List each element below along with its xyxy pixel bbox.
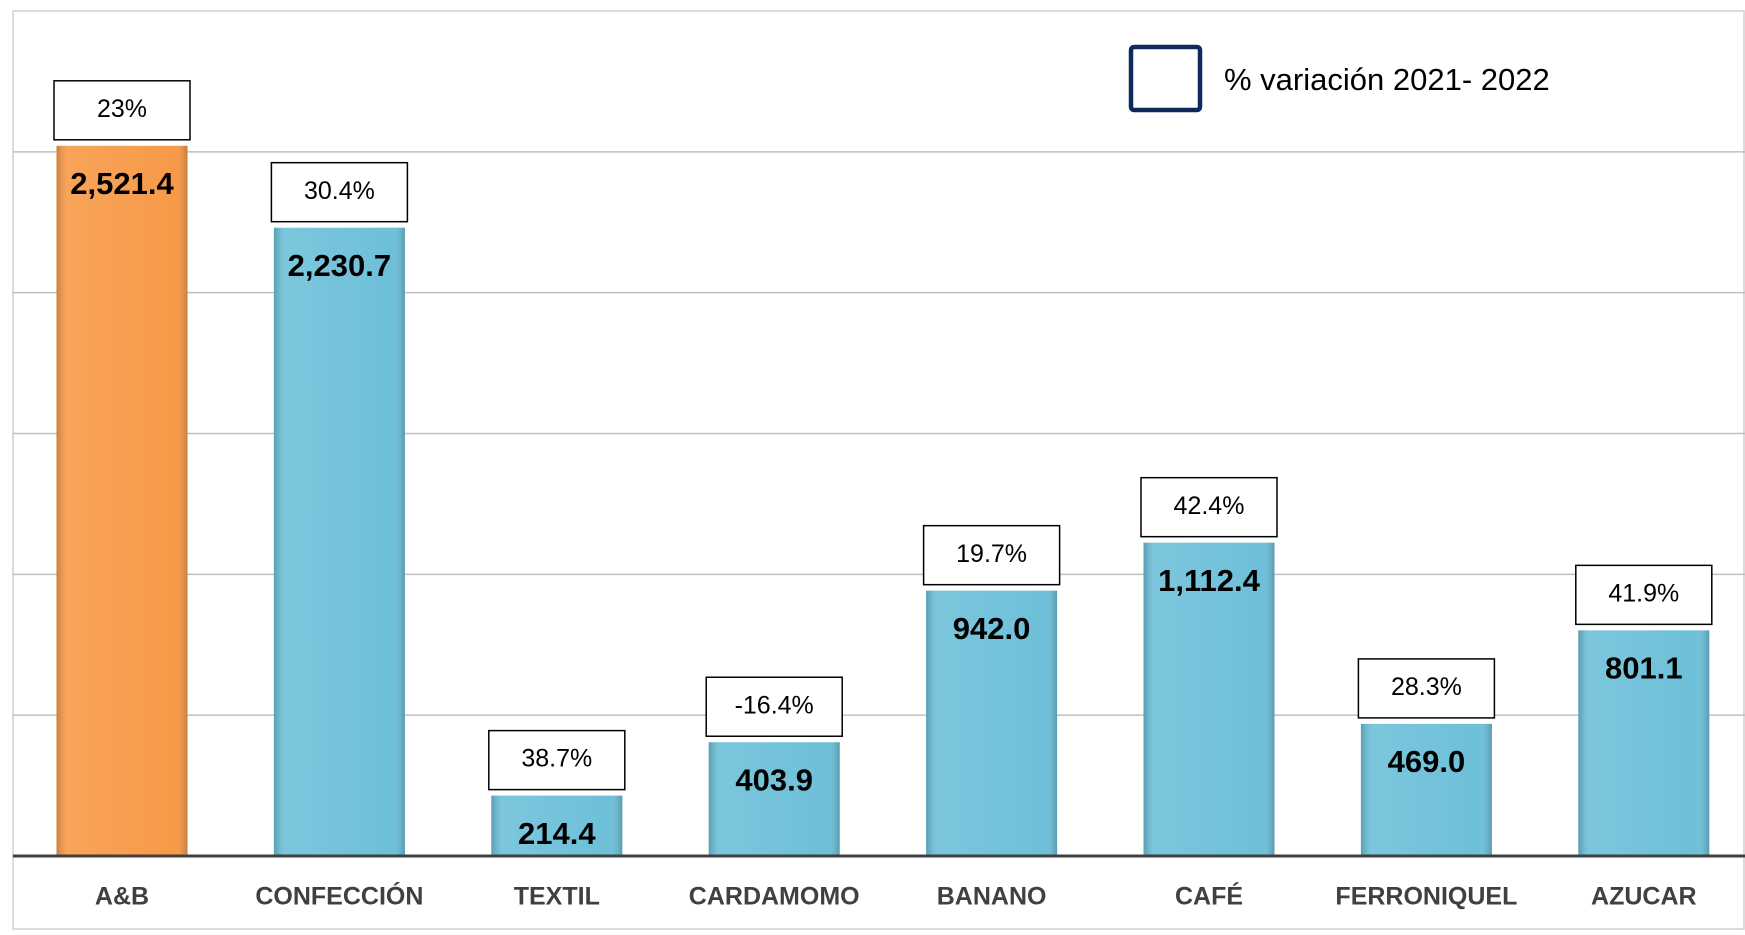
legend-label: % variación 2021- 2022 [1224,62,1550,97]
x-tick-label: FERRONIQUEL [1335,883,1517,911]
x-tick-label: CONFECCIÓN [255,881,423,911]
x-tick-label: AZUCAR [1591,883,1697,911]
x-tick-label: A&B [95,883,149,911]
variation-box [270,161,409,223]
bar-shade [491,795,623,856]
variation-label: 28.3% [1391,673,1462,701]
value-label: 469.0 [1388,744,1466,779]
value-label: 2,521.4 [70,166,174,201]
x-tick-label: TEXTIL [514,883,600,911]
bar-shade [56,145,188,856]
variation-label: 23% [97,95,147,123]
variation-box [1357,658,1496,719]
variation-box [922,524,1061,586]
bar-shade [708,742,840,856]
legend-swatch [1128,44,1203,113]
variation-label: 41.9% [1608,579,1679,607]
bar-shade [926,590,1058,856]
bar-shade [1143,542,1275,856]
value-label: 801.1 [1605,651,1683,686]
value-label: 942.0 [953,611,1031,646]
variation-box [53,80,191,141]
variation-box [1575,564,1713,626]
variation-label: 42.4% [1174,492,1245,520]
bar-shade [1360,723,1492,856]
variation-label: -16.4% [735,691,814,719]
bar-shade [1578,630,1710,856]
variation-box [488,729,626,791]
variation-box [1140,476,1278,538]
variation-box [705,676,843,737]
x-tick-label: CAFÉ [1175,882,1243,911]
bar-shade [273,227,405,857]
value-label: 403.9 [735,762,813,797]
x-tick-label: CARDAMOMO [689,883,860,911]
variation-label: 19.7% [956,540,1027,568]
variation-label: 30.4% [304,177,375,205]
x-tick-label: BANANO [937,883,1047,911]
plot-frame [12,10,1745,930]
variation-label: 38.7% [521,745,592,773]
value-label: 214.4 [518,816,596,851]
value-label: 2,230.7 [288,248,391,283]
value-label: 1,112.4 [1158,563,1260,598]
